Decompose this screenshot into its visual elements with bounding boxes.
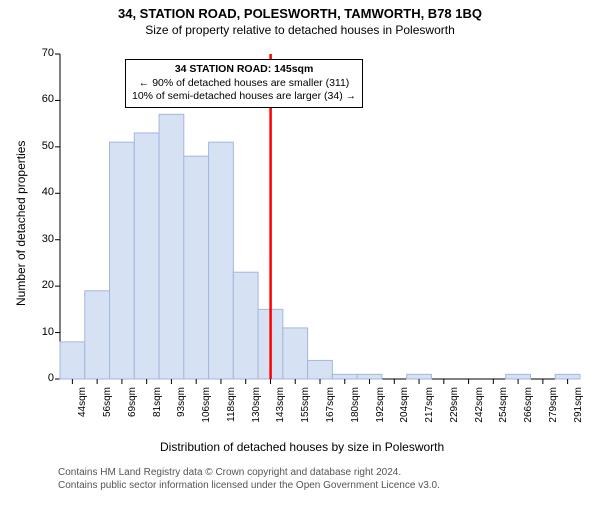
xtick-label: 180sqm: [350, 387, 361, 437]
callout-line2: ← 90% of detached houses are smaller (31…: [132, 77, 356, 91]
xtick-label: 291sqm: [573, 387, 584, 437]
xlabel: Distribution of detached houses by size …: [160, 440, 444, 454]
xtick-label: 118sqm: [226, 387, 237, 437]
xtick-label: 130sqm: [251, 387, 262, 437]
xtick-label: 81sqm: [152, 387, 163, 437]
xtick-label: 167sqm: [325, 387, 336, 437]
xtick-label: 192sqm: [375, 387, 386, 437]
callout-line3: 10% of semi-detached houses are larger (…: [132, 90, 356, 104]
xtick-label: 266sqm: [523, 387, 534, 437]
xtick-label: 229sqm: [449, 387, 460, 437]
ytick-label: 20: [26, 279, 54, 291]
xtick-label: 44sqm: [77, 387, 88, 437]
ytick-label: 40: [26, 186, 54, 198]
xtick-label: 217sqm: [424, 387, 435, 437]
xtick-label: 279sqm: [548, 387, 559, 437]
xtick-label: 254sqm: [498, 387, 509, 437]
xtick-label: 155sqm: [300, 387, 311, 437]
callout-box: 34 STATION ROAD: 145sqm ← 90% of detache…: [125, 59, 363, 108]
xtick-label: 93sqm: [176, 387, 187, 437]
footnote-line2: Contains public sector information licen…: [58, 480, 440, 491]
ytick-label: 0: [26, 372, 54, 384]
ytick-label: 50: [26, 140, 54, 152]
callout-line1: 34 STATION ROAD: 145sqm: [132, 63, 356, 77]
xtick-label: 69sqm: [127, 387, 138, 437]
xtick-label: 204sqm: [399, 387, 410, 437]
ytick-label: 60: [26, 93, 54, 105]
xtick-label: 143sqm: [275, 387, 286, 437]
xtick-label: 56sqm: [102, 387, 113, 437]
footnote-line1: Contains HM Land Registry data © Crown c…: [58, 467, 401, 478]
ytick-label: 30: [26, 233, 54, 245]
ytick-label: 10: [26, 326, 54, 338]
xtick-label: 242sqm: [474, 387, 485, 437]
xtick-label: 106sqm: [201, 387, 212, 437]
ytick-label: 70: [26, 47, 54, 59]
footnote: Contains HM Land Registry data © Crown c…: [58, 466, 440, 492]
